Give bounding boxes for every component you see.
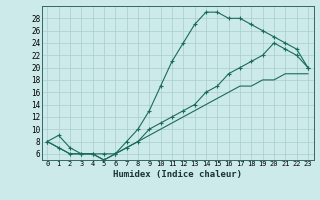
X-axis label: Humidex (Indice chaleur): Humidex (Indice chaleur) [113, 170, 242, 179]
